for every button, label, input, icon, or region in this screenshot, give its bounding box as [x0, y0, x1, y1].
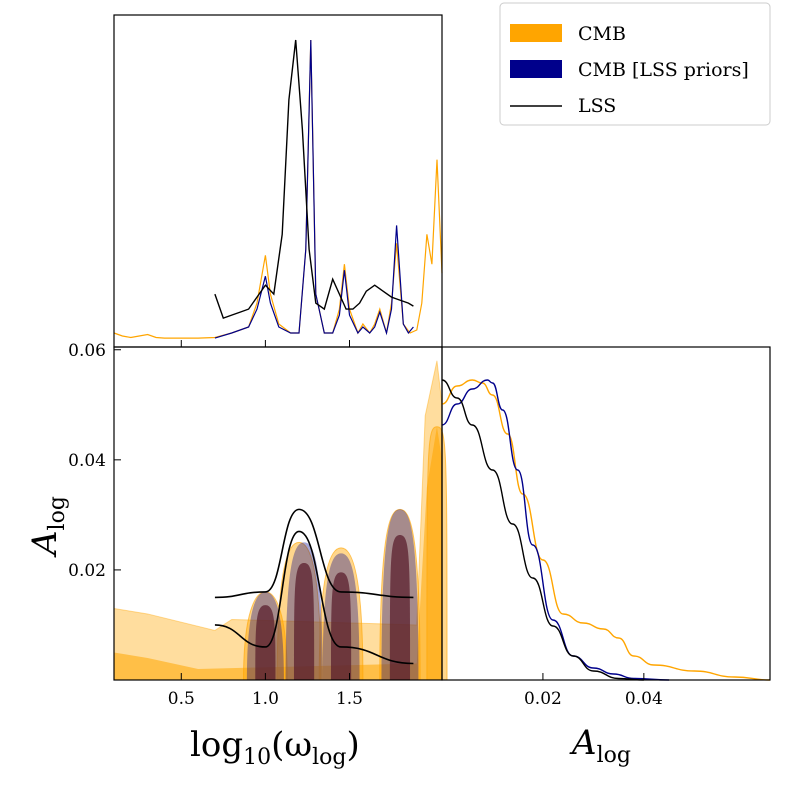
A-x-tick-label: 0.04	[625, 689, 663, 709]
A-marginal-line-cmb	[441, 379, 771, 681]
panel-A-marginal: 0.02 0.04	[441, 346, 771, 709]
legend: CMB CMB [LSS priors] LSS	[499, 2, 771, 126]
legend-label-lss: LSS	[578, 95, 616, 117]
legend-swatch-cmb-lss	[510, 60, 562, 78]
y-axis-label-A: Alog	[25, 496, 70, 558]
contour-cmb-lss-core	[389, 534, 411, 680]
A-marginal-line-lss	[441, 379, 644, 681]
panel-omega-marginal	[113, 14, 443, 348]
x-axis-label-A: Alog	[569, 723, 631, 768]
legend-label-cmb-lss: CMB [LSS priors]	[578, 59, 749, 81]
contour-lss-inner	[214, 530, 414, 665]
A-tick-label: 0.04	[68, 451, 106, 471]
omega-tick-label: 0.5	[168, 689, 195, 709]
contour-cmb-lss-core	[330, 572, 352, 680]
A-tick-label: 0.02	[68, 561, 106, 581]
panel-A-marginal-frame	[441, 346, 771, 681]
x-axis-label-omega: log10(ωlog)	[190, 725, 360, 770]
panel-2d-contours: 0.5 1.0 1.5 0.02 0.04 0.06	[68, 341, 448, 709]
contour-cmb-lss-core	[293, 563, 315, 680]
legend-label-cmb: CMB	[578, 23, 626, 45]
contour-cmb-peak	[426, 426, 448, 681]
A-marginal-line-cmb-lss-priors-	[441, 379, 670, 681]
legend-swatch-cmb	[510, 24, 562, 42]
legend-box	[499, 2, 771, 126]
A-tick-label: 0.06	[68, 341, 106, 361]
omega-tick-label: 1.5	[336, 689, 363, 709]
omega-tick-label: 1.0	[252, 689, 279, 709]
contour-lss-outer	[214, 508, 414, 599]
A-x-tick-label: 0.02	[524, 689, 562, 709]
contour-cmb-lss-core	[255, 605, 276, 680]
omega-marginal-line-lss	[214, 39, 414, 319]
omega-marginal-line-cmb-lss-priors-	[214, 39, 414, 339]
